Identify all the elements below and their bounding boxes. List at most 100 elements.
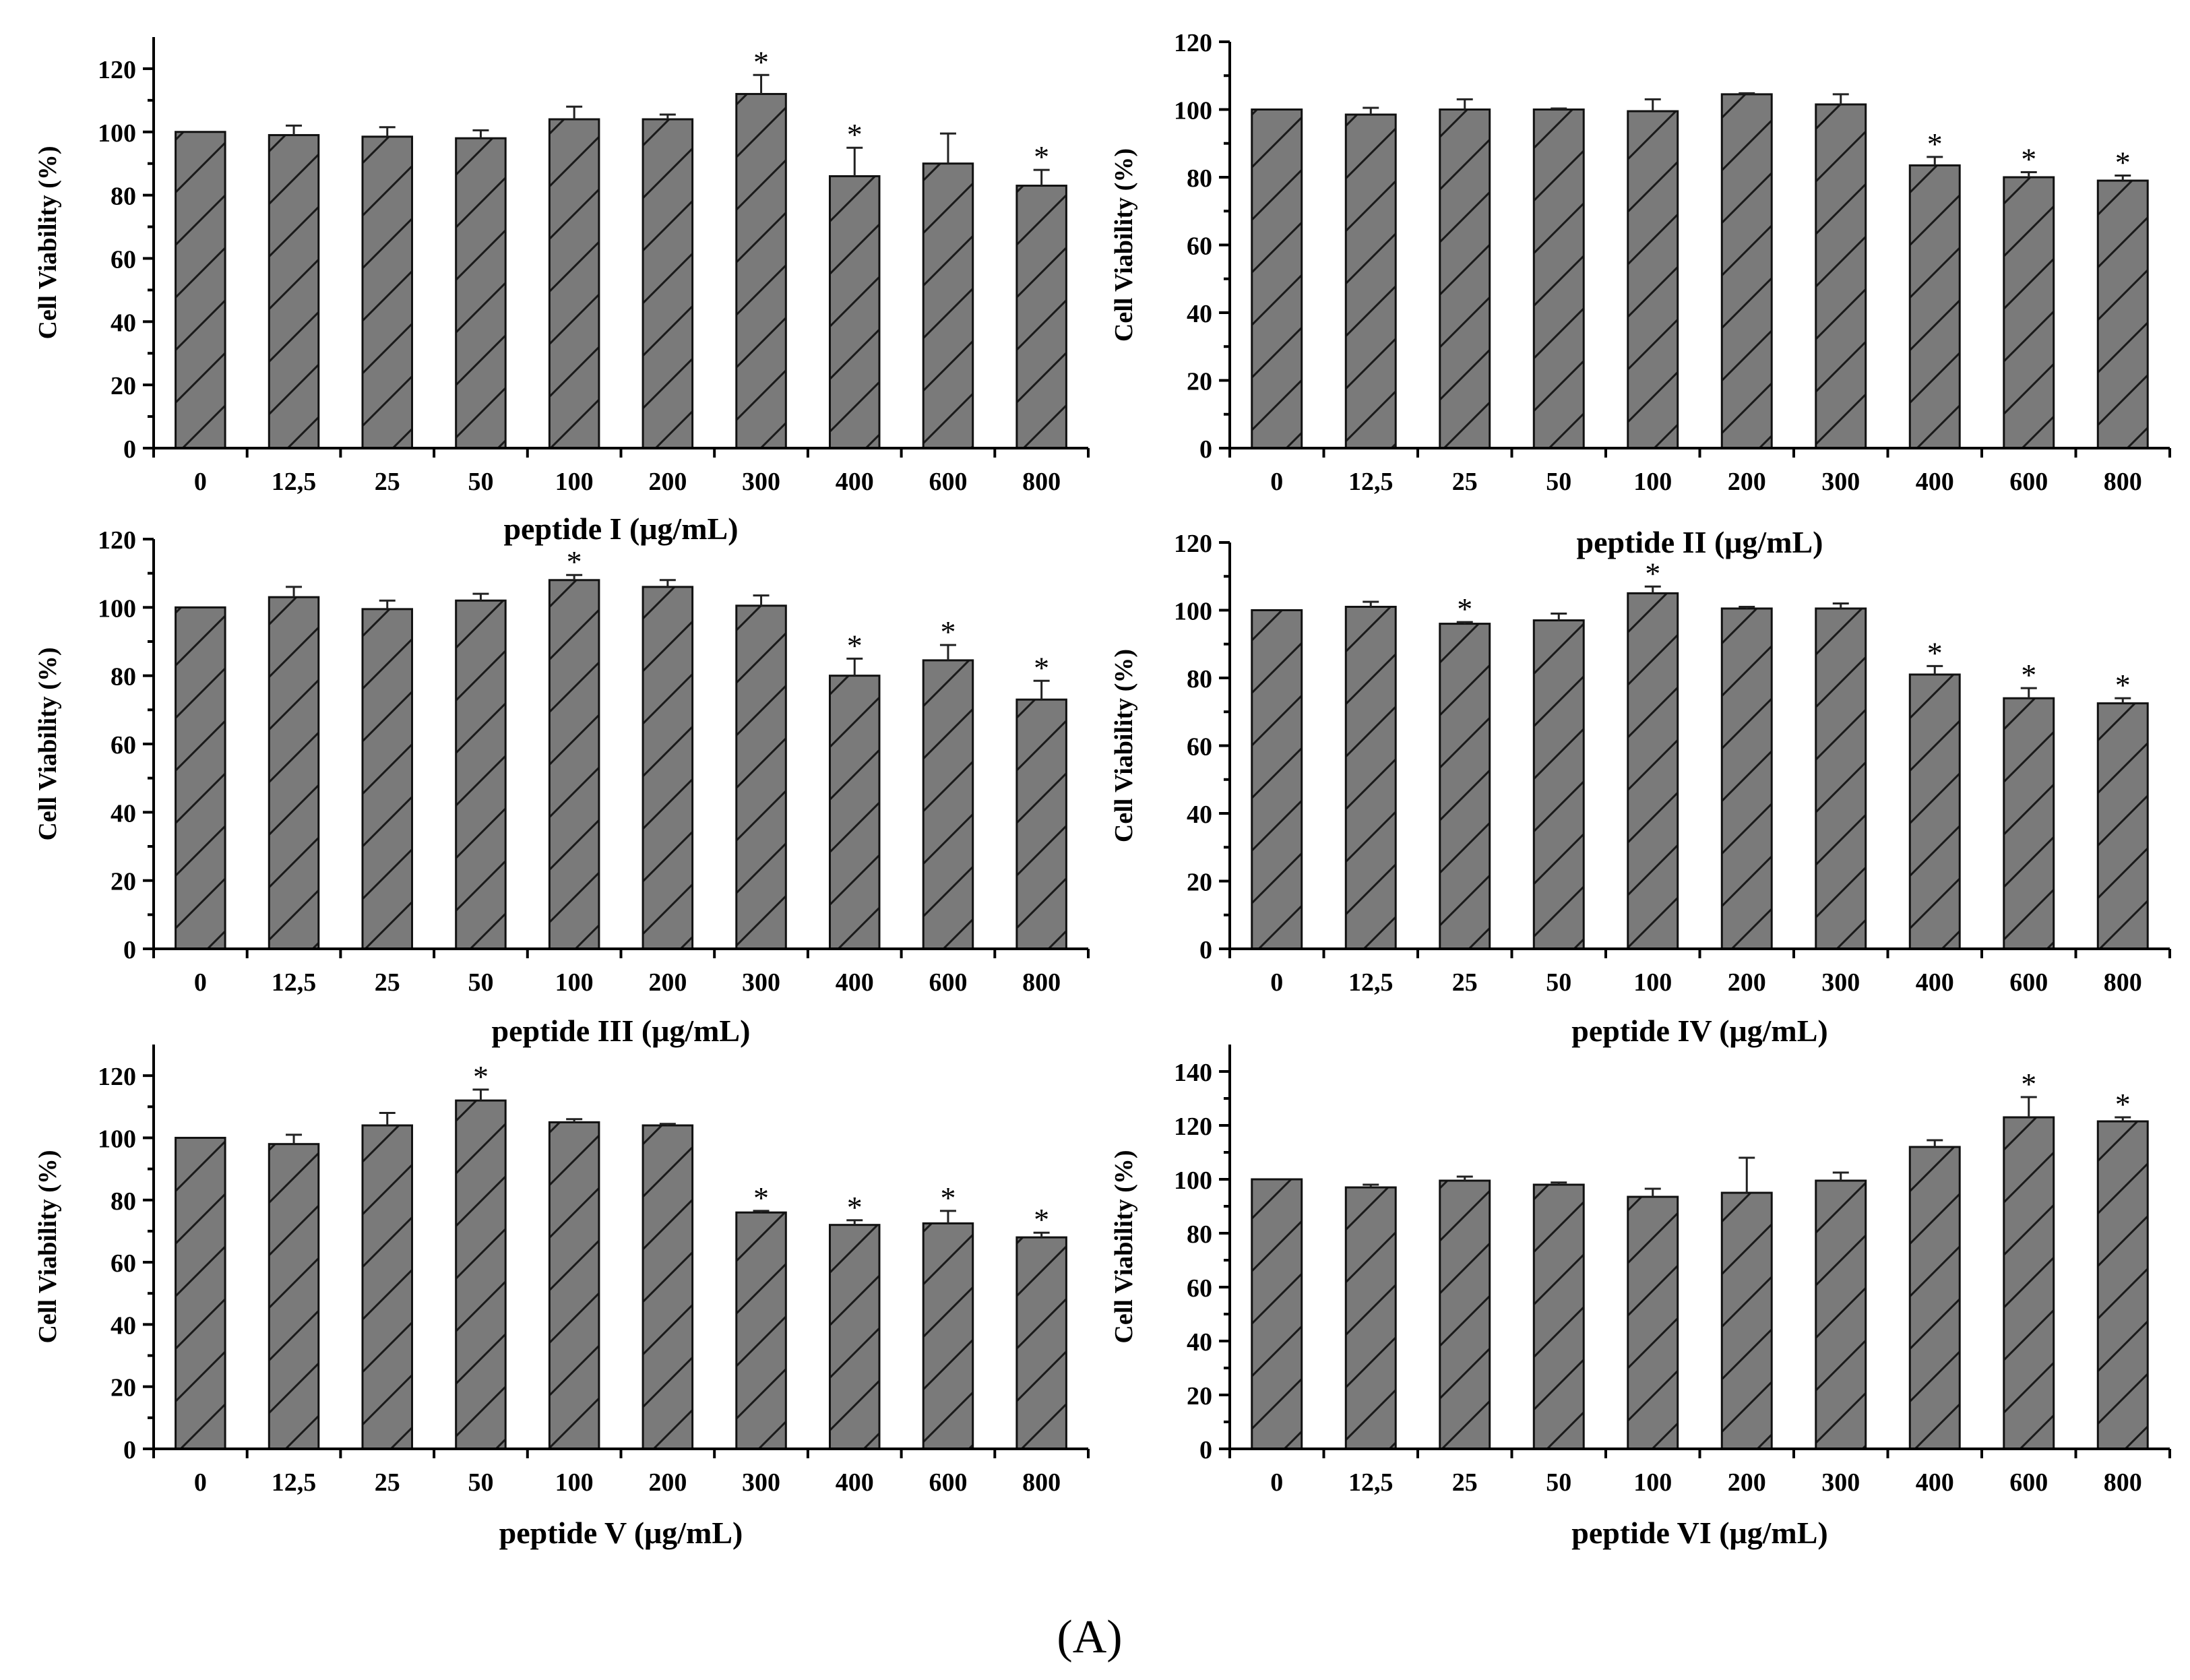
y-tick-label: 20 — [111, 868, 136, 896]
significance-marker: * — [1645, 556, 1660, 590]
x-tick-label: 100 — [1633, 968, 1672, 997]
bar — [1720, 1191, 1773, 1450]
y-tick-label: 100 — [98, 1125, 136, 1153]
bar — [2096, 179, 2149, 449]
bar — [1815, 103, 1867, 449]
bar — [2003, 176, 2055, 449]
significance-marker: * — [2115, 668, 2131, 702]
bar — [548, 1121, 600, 1450]
x-tick-label: 0 — [1270, 1468, 1283, 1497]
x-tick-label: 800 — [1022, 968, 1061, 997]
y-tick-label: 120 — [1174, 530, 1212, 558]
y-axis-title: Cell Viability (%) — [1110, 148, 1138, 342]
y-axis-title: Cell Viability (%) — [1110, 1150, 1138, 1343]
x-tick-label: 50 — [1546, 968, 1571, 997]
bar — [2096, 1120, 2149, 1450]
bar — [361, 608, 414, 950]
bar — [828, 675, 881, 950]
x-tick-label: 800 — [2104, 1468, 2142, 1497]
x-tick-label: 12,5 — [272, 1468, 317, 1497]
x-tick-label: 600 — [929, 968, 967, 997]
y-tick-label: 80 — [111, 183, 136, 211]
bar — [922, 659, 974, 950]
bar — [642, 1124, 694, 1450]
bar — [735, 604, 787, 950]
x-tick-label: 400 — [836, 968, 874, 997]
y-tick-label: 80 — [1187, 665, 1212, 693]
x-tick-label: 600 — [929, 468, 967, 496]
y-tick-label: 20 — [1187, 869, 1212, 897]
bar — [1439, 623, 1491, 950]
y-tick-label: 80 — [111, 1187, 136, 1216]
x-tick-label: 25 — [375, 1468, 400, 1497]
y-tick-label: 60 — [111, 245, 136, 274]
bar — [1344, 1186, 1397, 1450]
bar — [2003, 697, 2055, 950]
x-tick-label: 200 — [648, 1468, 687, 1497]
bar — [1908, 164, 1961, 449]
chart-panel-3: 0 12,5 25 50 * 100 200 300 * 400 * 600 * 800 0 20 40 60 80… — [34, 526, 1090, 1048]
x-tick-label: 300 — [1821, 468, 1860, 496]
y-tick-label: 40 — [111, 799, 136, 828]
significance-marker: * — [847, 628, 863, 662]
x-tick-label: 400 — [836, 1468, 874, 1497]
significance-marker: * — [847, 1190, 863, 1224]
chart-panel-1: 0 12,5 25 50 100 200 * 300 * 400 600 * 800 0 20 40 60 80 1… — [34, 37, 1090, 546]
bar — [1344, 605, 1397, 950]
x-tick-label: 100 — [555, 1468, 594, 1497]
y-tick-label: 40 — [1187, 1328, 1212, 1357]
bar — [2096, 702, 2149, 950]
bar — [828, 175, 881, 449]
significance-marker: * — [2021, 142, 2036, 176]
bar — [1251, 1178, 1303, 1450]
bar — [1344, 113, 1397, 449]
significance-marker: * — [1034, 1202, 1049, 1237]
x-tick-label: 600 — [2009, 968, 2048, 997]
x-tick-label: 25 — [375, 968, 400, 997]
x-tick-label: 50 — [468, 1468, 493, 1497]
x-tick-label: 800 — [2104, 468, 2142, 496]
x-tick-label: 0 — [1270, 468, 1283, 496]
significance-marker: * — [1034, 139, 1049, 174]
bar — [1908, 673, 1961, 950]
bar — [1720, 607, 1773, 950]
x-tick-label: 300 — [1821, 968, 1860, 997]
x-tick-label: 600 — [2009, 468, 2048, 496]
bar — [1015, 1236, 1067, 1450]
x-axis-title: peptide IV (μg/mL) — [1571, 1014, 1827, 1048]
chart-panel-4: 0 12,5 * 25 50 * 100 200 300 * 400 * 600 * 800 0 20 40 60 8… — [1110, 530, 2171, 1048]
bar — [1439, 108, 1491, 449]
y-axis-title: Cell Viability (%) — [34, 1150, 62, 1343]
significance-marker: * — [1457, 592, 1472, 626]
significance-marker: * — [753, 1181, 769, 1215]
x-tick-label: 12,5 — [272, 468, 317, 496]
significance-marker: * — [940, 1181, 956, 1215]
x-tick-label: 50 — [1546, 1468, 1571, 1497]
x-tick-label: 12,5 — [1348, 468, 1394, 496]
y-tick-label: 0 — [123, 435, 136, 464]
bar — [922, 162, 974, 449]
y-tick-label: 40 — [1187, 801, 1212, 829]
bar — [268, 596, 320, 950]
y-tick-label: 0 — [1199, 1436, 1212, 1464]
y-tick-label: 0 — [123, 936, 136, 964]
y-tick-label: 80 — [1187, 164, 1212, 193]
bar — [1532, 108, 1585, 449]
x-tick-label: 100 — [1633, 468, 1672, 496]
significance-marker: * — [847, 117, 863, 152]
bar — [1251, 108, 1303, 449]
y-axis-title: Cell Viability (%) — [1110, 649, 1138, 842]
x-tick-label: 25 — [1452, 468, 1478, 496]
x-tick-label: 25 — [375, 468, 400, 496]
bar — [1532, 619, 1585, 950]
bar — [455, 1099, 507, 1450]
y-tick-label: 120 — [1174, 29, 1212, 57]
bar — [1627, 1195, 1679, 1450]
y-tick-label: 80 — [1187, 1220, 1212, 1249]
bar — [1251, 609, 1303, 950]
y-tick-label: 40 — [1187, 300, 1212, 328]
x-tick-label: 50 — [468, 468, 493, 496]
bar — [1908, 1146, 1961, 1450]
